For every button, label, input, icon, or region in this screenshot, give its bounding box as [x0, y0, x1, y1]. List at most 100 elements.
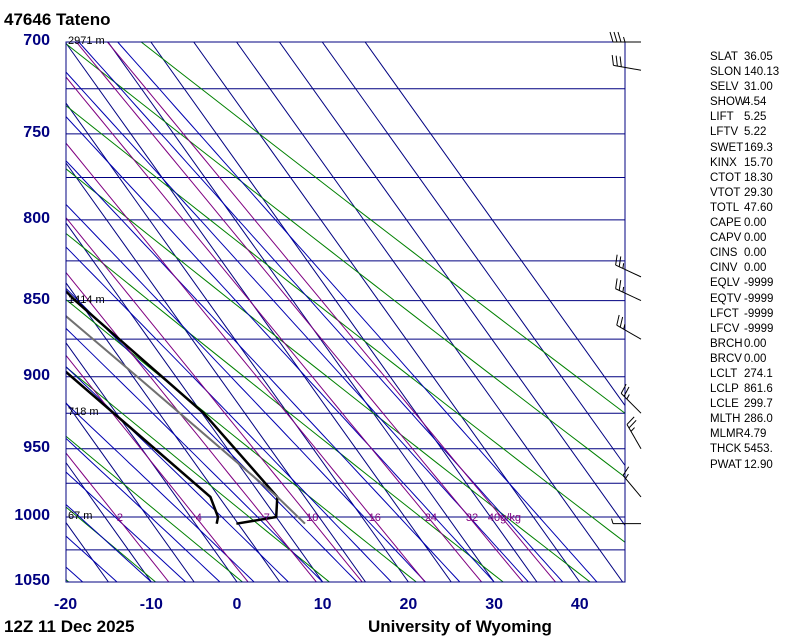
temperature-tick-label: 0	[232, 596, 242, 613]
index-key: LFTV	[710, 126, 739, 139]
index-key: EQLV	[710, 277, 740, 290]
mixing-ratio-line	[66, 354, 249, 582]
pressure-tick-label: 750	[23, 123, 50, 141]
moist-adiabat-line	[78, 42, 564, 582]
dry-adiabat-line	[66, 298, 417, 582]
mixing-ratio-line	[66, 271, 317, 582]
mixing-ratio-line	[66, 452, 170, 582]
index-key: SLON	[710, 66, 742, 79]
temperature-tick-label: -10	[139, 596, 163, 613]
index-value: 0.00	[744, 337, 767, 350]
profile-line-0	[66, 289, 279, 525]
index-row: SELV 31.00	[710, 80, 779, 95]
stability-indices: SLAT 36.05 SLON 140.13 SELV 31.00 SHOW4.54 LIFT…	[710, 50, 779, 473]
isotherm-line	[321, 42, 625, 467]
mixing-ratio-line	[75, 42, 524, 582]
index-value: 4.54	[744, 96, 767, 109]
index-key: TOTL	[710, 201, 740, 214]
index-row: LFCV -9999	[710, 322, 779, 337]
index-key: VTOT	[710, 186, 741, 199]
dry-adiabat-line	[140, 42, 625, 414]
index-value: 12.90	[744, 458, 773, 471]
index-key: PWAT	[710, 458, 742, 471]
index-row: CAPE 0.00	[710, 216, 779, 231]
isotherm-line	[66, 102, 409, 582]
index-row: SLAT 36.05	[710, 50, 779, 65]
mixing-ratio-label: 40g/kg	[488, 512, 521, 524]
pressure-tick-label: 900	[23, 366, 50, 384]
index-row: BRCH0.00	[710, 337, 779, 352]
index-value: 299.7	[744, 398, 773, 411]
index-row: SWET169.3	[710, 141, 779, 156]
wind-barb	[611, 518, 641, 525]
index-row: CINV 0.00	[710, 261, 779, 276]
index-value: 5.22	[744, 126, 767, 139]
profile-line-1	[66, 370, 220, 524]
data-source: University of Wyoming	[368, 617, 552, 636]
index-row: LCLE 299.7	[710, 397, 779, 412]
index-key: THCK	[710, 443, 742, 456]
index-value: 29.30	[744, 186, 773, 199]
wind-barb	[615, 254, 642, 278]
index-key: BRCV	[710, 352, 742, 365]
index-key: SWET	[710, 141, 744, 154]
mixing-ratio-label: 7	[264, 512, 270, 524]
dry-adiabat-line	[66, 435, 243, 582]
isotherm-line	[66, 42, 452, 582]
dry-adiabat-line	[66, 366, 330, 582]
mixing-ratio-label: 10	[306, 512, 318, 524]
pressure-tick-label: 850	[23, 290, 50, 308]
temperature-tick-label: 10	[313, 596, 332, 613]
index-row: KINX 15.70	[710, 156, 779, 171]
index-row: MLMR4.79	[710, 427, 779, 442]
plot-frame	[65, 41, 626, 583]
moist-adiabat-line	[66, 402, 255, 582]
index-key: CINV	[710, 262, 738, 275]
wind-barb	[620, 383, 642, 414]
height-label: 718 m	[68, 406, 99, 419]
wind-barb	[611, 54, 642, 71]
index-row: LFTV 5.22	[710, 125, 779, 140]
index-value: 0.00	[744, 217, 767, 230]
index-value: 31.00	[744, 81, 773, 94]
pressure-tick-label: 950	[23, 438, 50, 456]
index-value: 15.70	[744, 156, 773, 169]
index-value: 18.30	[744, 171, 773, 184]
index-key: SLAT	[710, 51, 738, 63]
index-key: CTOT	[710, 171, 742, 184]
index-value: 286.0	[744, 413, 773, 426]
height-label: 67 m	[68, 510, 93, 523]
index-value: 0.00	[744, 262, 767, 275]
index-key: KINX	[710, 156, 737, 169]
mixing-ratio-label: 4	[196, 512, 202, 524]
moist-adiabat-line	[66, 203, 426, 582]
index-key: LFCV	[710, 322, 740, 335]
moist-adiabat-line	[66, 115, 495, 582]
index-row: SLON 140.13	[710, 65, 779, 80]
height-label: 2971 m	[68, 35, 105, 47]
height-label: 1414 m	[68, 293, 105, 306]
index-row: EQLV -9999	[710, 276, 779, 291]
index-row: BRCV 0.00	[710, 352, 779, 367]
index-row: TOTL 47.60	[710, 201, 779, 216]
wind-barb	[615, 278, 642, 302]
dry-adiabat-line	[66, 168, 591, 582]
isotherm-line	[236, 42, 624, 582]
isotherm-line	[193, 42, 581, 582]
index-value: -9999	[744, 322, 774, 335]
moist-adiabat-line	[66, 327, 324, 582]
index-value: 274.1	[744, 367, 773, 380]
wind-barb	[609, 31, 641, 43]
isotherm-line	[66, 401, 195, 582]
index-value: 5.25	[744, 111, 767, 124]
index-row: CTOT 18.30	[710, 171, 779, 186]
mixing-ratio-line	[66, 216, 363, 582]
index-value: 861.6	[744, 383, 773, 396]
temperature-tick-label: 40	[570, 596, 589, 613]
index-row: LCLT 274.1	[710, 367, 779, 382]
index-key: LCLT	[710, 367, 738, 380]
wind-barb	[616, 314, 642, 340]
index-key: LCLP	[710, 383, 739, 396]
index-key: MLMR	[710, 428, 744, 441]
index-row: THCK 5453.	[710, 442, 779, 457]
